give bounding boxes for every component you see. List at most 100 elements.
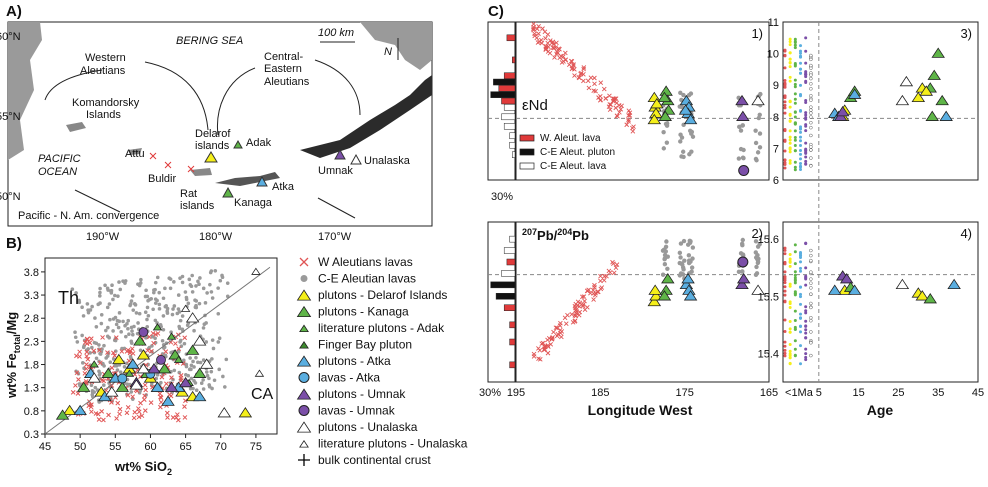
w-lava-x	[75, 391, 81, 396]
c-e-lava-dot	[217, 367, 222, 372]
c1-w-lava-x	[572, 67, 577, 72]
c2-triangle	[649, 290, 663, 301]
w-lava-x	[111, 350, 116, 356]
c1-c-e-lava-dot	[757, 131, 763, 136]
c2-w-lava-x	[559, 334, 564, 340]
c-lon-tick: 195	[507, 387, 525, 399]
c-e-lava-dot	[210, 386, 214, 391]
c-e-lava-dot	[184, 364, 189, 369]
c4-dot	[783, 348, 787, 352]
c2-w-lava-x	[554, 333, 560, 339]
c-e-lava-dot	[159, 380, 163, 385]
c2-w-lava-x	[606, 268, 612, 274]
legend-b-label: literature plutons - Unalaska	[318, 437, 468, 451]
c-e-lava-dot	[78, 382, 83, 386]
c4-dot	[793, 327, 797, 331]
c3-dot	[809, 76, 813, 81]
c-e-lava-dot	[124, 334, 128, 339]
c1-c-e-lava-dot	[757, 145, 763, 150]
c2-triangle-circle	[737, 256, 749, 268]
b-triangle-mark	[217, 407, 232, 418]
c-e-lava-dot	[145, 317, 149, 322]
c-e-lava-dot	[176, 349, 181, 354]
chart-b: 45 50 55 60 65 70 75 0.3 0.8 1.3 1.8 2.3 2.8 3.3 3.8 T…	[4, 257, 278, 477]
c2-c-e-lava-dot	[753, 272, 759, 277]
c-e-lava-dot	[153, 287, 157, 292]
c2-w-lava-x	[558, 320, 563, 326]
c-e-lava-dot	[188, 283, 193, 287]
b-circle-mark	[117, 373, 128, 384]
c4-dot	[783, 351, 787, 355]
legend-b-symbol	[299, 439, 309, 448]
c3-dot	[793, 129, 797, 133]
b-triangle-mark	[115, 381, 130, 392]
b-triangle-mark	[87, 372, 101, 383]
c-e-lava-dot	[116, 294, 120, 298]
c2-hist-bar	[509, 361, 516, 369]
c-y1-tick: 8	[773, 112, 779, 124]
c3-dot	[799, 49, 803, 53]
b-triangle-mark	[157, 363, 172, 374]
w-lava-x	[109, 383, 115, 388]
c-e-lava-dot	[203, 301, 208, 305]
c-e-lava-dot	[189, 376, 194, 381]
c4-dot	[809, 318, 813, 323]
c-lon-tick: 165	[760, 387, 778, 399]
chart-c: 6 7 8 9 10 11 15.4 15.5 15.6 195 185 175 165 <1Ma 5 15 2…	[479, 17, 984, 418]
c-e-lava-dot	[130, 329, 134, 333]
w-lava-x	[159, 374, 165, 380]
c-e-lava-dot	[160, 338, 165, 343]
c1-c-e-lava-dot	[755, 150, 761, 155]
w-lava-x	[73, 383, 78, 388]
c3-dot	[783, 158, 787, 162]
legend-c-label: C-E Aleut. lava	[540, 161, 607, 172]
map-markers	[149, 139, 362, 198]
c1-c-e-lava-dot	[687, 128, 693, 133]
c-e-lava-dot	[209, 369, 214, 374]
c2-w-lava-x	[581, 294, 587, 299]
c3-triangle	[927, 69, 941, 80]
c1-w-lava-x	[543, 44, 549, 50]
c-e-lava-dot	[197, 301, 202, 306]
c1-w-lava-x	[607, 93, 612, 99]
c2-w-lava-x	[537, 356, 543, 362]
c2-w-lava-x	[592, 282, 597, 288]
c-e-lava-dot	[193, 298, 197, 303]
c-e-lava-dot	[153, 336, 157, 341]
c3-dot	[799, 165, 803, 169]
c-e-lava-dot	[89, 383, 94, 388]
c2-w-lava-x	[598, 273, 603, 279]
c2-w-lava-x	[595, 289, 601, 295]
c3-dot	[799, 135, 803, 139]
b-xtick-label: 60	[144, 441, 156, 453]
c2-w-lava-x	[553, 325, 559, 331]
b-triangle-mark	[192, 367, 207, 378]
b-triangle-mark	[126, 358, 140, 369]
c-e-lava-dot	[93, 316, 97, 320]
c-e-lava-dot	[188, 367, 193, 371]
c-e-lava-dot	[209, 269, 214, 273]
c3-dot	[788, 40, 792, 44]
w-lava-x	[141, 397, 147, 402]
w-lava-x	[84, 362, 89, 367]
west-label-2: Aleutians	[80, 65, 126, 77]
w-lava-x	[114, 416, 119, 421]
c-e-lava-dot	[74, 291, 78, 295]
c4-dot	[788, 320, 792, 324]
c1-w-lava-x	[572, 73, 577, 78]
c1-triangle	[678, 104, 693, 115]
c3-dot	[799, 44, 803, 48]
c3-triangle	[847, 88, 862, 99]
w-lava-x	[155, 331, 161, 336]
w-lava-x	[84, 337, 90, 342]
c4-dot	[809, 353, 813, 358]
c3-dot	[804, 73, 808, 77]
c2-triangle	[661, 273, 675, 284]
c-e-lava-dot	[129, 299, 134, 303]
c1-c-e-lava-dot	[741, 147, 746, 153]
c2-c-e-lava-dot	[757, 242, 762, 247]
w-lava-x	[97, 347, 102, 353]
w-lava-x	[151, 340, 156, 346]
c1-w-lava-x	[598, 97, 603, 103]
